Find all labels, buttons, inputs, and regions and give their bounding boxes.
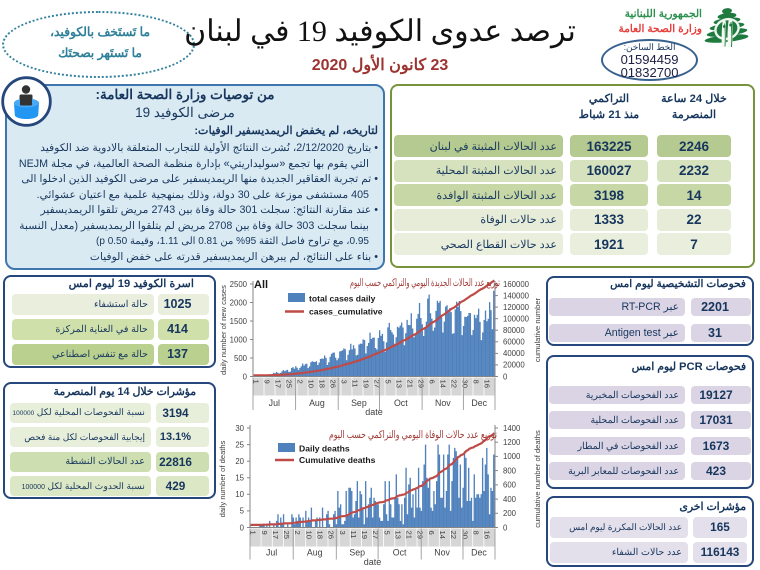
svg-text:5: 5 xyxy=(382,531,391,535)
svg-text:9: 9 xyxy=(260,531,269,535)
svg-text:cases_cumulative: cases_cumulative xyxy=(309,307,383,317)
svg-text:Cumulative deaths: Cumulative deaths xyxy=(299,455,376,465)
svg-text:200: 200 xyxy=(503,509,517,518)
svg-text:2000: 2000 xyxy=(230,298,248,307)
svg-text:30: 30 xyxy=(460,531,469,539)
svg-text:60000: 60000 xyxy=(503,338,525,347)
svg-text:29: 29 xyxy=(417,380,426,388)
svg-text:500: 500 xyxy=(234,354,248,363)
svg-text:10: 10 xyxy=(307,380,316,388)
svg-text:Nov: Nov xyxy=(434,548,450,558)
svg-text:21: 21 xyxy=(406,380,415,388)
svg-text:21: 21 xyxy=(405,531,414,539)
svg-text:All: All xyxy=(254,279,268,291)
svg-text:1: 1 xyxy=(252,380,261,384)
svg-text:8: 8 xyxy=(471,531,480,535)
svg-text:توزيع عدد الحالات الجديدة اليو: توزيع عدد الحالات الجديدة اليومي والتراك… xyxy=(350,277,500,289)
svg-text:14: 14 xyxy=(439,380,448,388)
svg-text:5: 5 xyxy=(240,507,245,516)
svg-text:22: 22 xyxy=(450,380,459,388)
svg-text:3: 3 xyxy=(338,531,347,535)
svg-text:40000: 40000 xyxy=(503,349,525,358)
svg-text:19: 19 xyxy=(362,380,371,388)
svg-text:2: 2 xyxy=(293,531,302,535)
svg-text:600: 600 xyxy=(503,481,517,490)
svg-text:800: 800 xyxy=(503,466,517,475)
svg-text:date: date xyxy=(365,407,383,417)
svg-text:6: 6 xyxy=(427,531,436,535)
svg-text:19: 19 xyxy=(360,531,369,539)
svg-text:16: 16 xyxy=(483,531,492,539)
svg-text:10: 10 xyxy=(235,490,244,499)
svg-text:3: 3 xyxy=(340,380,349,384)
svg-text:1: 1 xyxy=(249,531,258,535)
svg-text:8: 8 xyxy=(472,380,481,384)
svg-text:30: 30 xyxy=(461,380,470,388)
svg-text:cumulative number of deaths: cumulative number of deaths xyxy=(533,430,542,528)
svg-text:120000: 120000 xyxy=(503,303,530,312)
svg-text:Dec: Dec xyxy=(471,398,487,408)
svg-text:daily number of deaths: daily number of deaths xyxy=(218,440,227,517)
svg-text:2: 2 xyxy=(296,380,305,384)
svg-text:17: 17 xyxy=(274,380,283,388)
svg-text:26: 26 xyxy=(327,531,336,539)
svg-text:27: 27 xyxy=(371,531,380,539)
svg-text:cumulative number: cumulative number xyxy=(533,297,542,362)
svg-text:100000: 100000 xyxy=(503,314,530,323)
svg-text:daily number of new cases: daily number of new cases xyxy=(219,285,228,375)
svg-text:160000: 160000 xyxy=(503,280,530,289)
svg-text:11: 11 xyxy=(349,531,358,539)
svg-text:25: 25 xyxy=(282,531,291,539)
svg-text:9: 9 xyxy=(263,380,272,384)
svg-text:25: 25 xyxy=(235,440,244,449)
svg-text:Jul: Jul xyxy=(266,548,277,558)
svg-text:26: 26 xyxy=(329,380,338,388)
svg-text:date: date xyxy=(364,557,382,567)
svg-text:140000: 140000 xyxy=(503,291,530,300)
svg-text:1400: 1400 xyxy=(503,424,521,433)
svg-text:Sep: Sep xyxy=(349,548,365,558)
svg-text:20000: 20000 xyxy=(503,361,525,370)
svg-text:0: 0 xyxy=(503,523,508,532)
svg-text:Jul: Jul xyxy=(269,398,280,408)
svg-text:Sep: Sep xyxy=(351,398,367,408)
svg-text:6: 6 xyxy=(428,380,437,384)
svg-text:1000: 1000 xyxy=(503,452,521,461)
svg-text:1200: 1200 xyxy=(503,438,521,447)
svg-text:18: 18 xyxy=(316,531,325,539)
svg-text:25: 25 xyxy=(285,380,294,388)
svg-text:27: 27 xyxy=(373,380,382,388)
svg-text:80000: 80000 xyxy=(503,326,525,335)
svg-text:توزيع عدد حالات الوفاة اليومي: توزيع عدد حالات الوفاة اليومي والتراكمي … xyxy=(329,429,497,441)
svg-text:0: 0 xyxy=(240,523,245,532)
svg-text:13: 13 xyxy=(395,380,404,388)
svg-text:10: 10 xyxy=(304,531,313,539)
svg-text:Nov: Nov xyxy=(435,398,451,408)
svg-text:400: 400 xyxy=(503,495,517,504)
svg-text:15: 15 xyxy=(235,474,244,483)
svg-text:29: 29 xyxy=(416,531,425,539)
svg-text:0: 0 xyxy=(243,372,248,381)
svg-text:14: 14 xyxy=(438,531,447,539)
svg-text:20: 20 xyxy=(235,457,244,466)
svg-text:Daily deaths: Daily deaths xyxy=(299,444,350,454)
svg-text:17: 17 xyxy=(271,531,280,539)
svg-text:22: 22 xyxy=(449,531,458,539)
svg-text:1500: 1500 xyxy=(230,317,248,326)
svg-text:11: 11 xyxy=(351,380,360,388)
svg-text:total cases daily: total cases daily xyxy=(309,294,376,304)
svg-text:Dec: Dec xyxy=(471,548,487,558)
svg-text:Oct: Oct xyxy=(394,398,408,408)
svg-text:Aug: Aug xyxy=(307,548,323,558)
svg-text:Aug: Aug xyxy=(309,398,325,408)
svg-text:18: 18 xyxy=(318,380,327,388)
svg-text:30: 30 xyxy=(235,424,244,433)
svg-text:13: 13 xyxy=(394,531,403,539)
svg-text:16: 16 xyxy=(483,380,492,388)
svg-text:5: 5 xyxy=(384,380,393,384)
svg-text:0: 0 xyxy=(503,372,508,381)
svg-text:Oct: Oct xyxy=(393,548,407,558)
svg-text:1000: 1000 xyxy=(230,335,248,344)
svg-text:2500: 2500 xyxy=(230,280,248,289)
